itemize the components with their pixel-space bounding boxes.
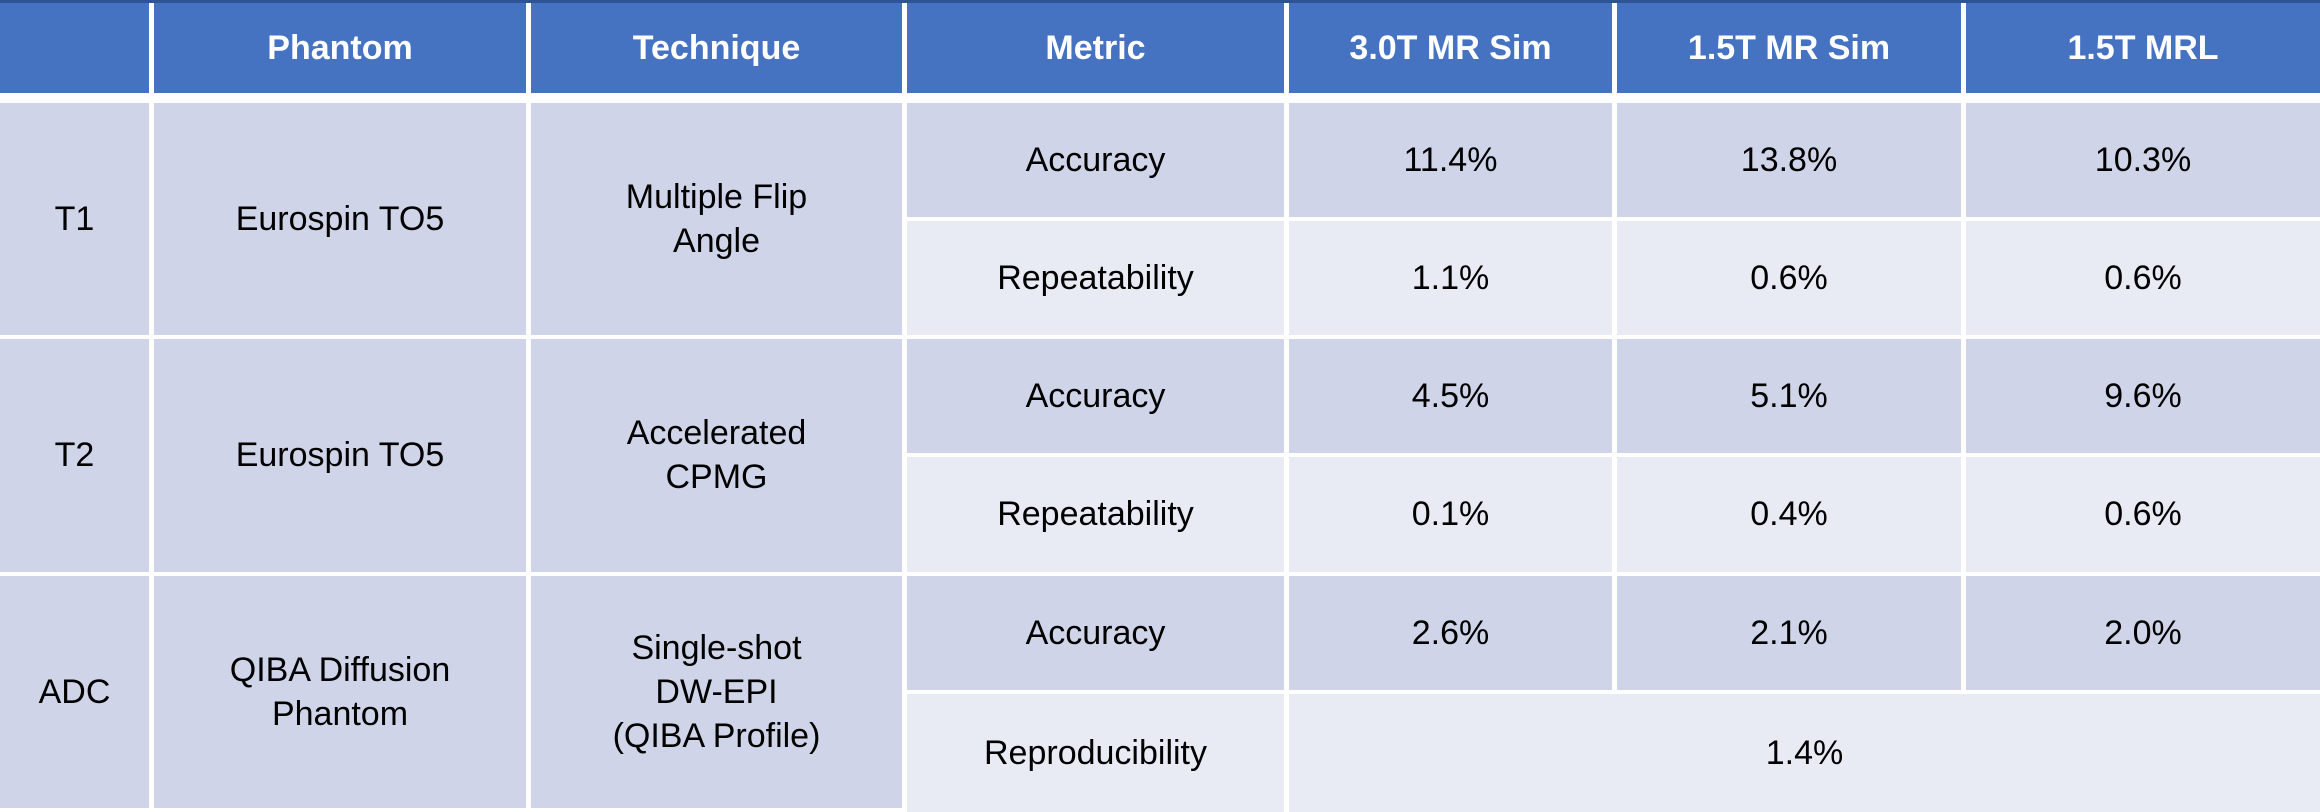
row-group-label-t2: T2: [0, 339, 154, 576]
value-cell: 13.8%: [1617, 103, 1966, 222]
metric-cell: Reproducibility: [907, 693, 1289, 812]
metric-cell: Accuracy: [907, 103, 1289, 222]
value-cell: 0.4%: [1617, 457, 1966, 576]
table-row-t2-accuracy: T2 Eurospin TO5 Accelerated CPMG Accurac…: [0, 339, 2320, 576]
table-row-t2-repeatability: Repeatability 0.1% 0.4% 0.6%: [0, 457, 2320, 576]
value-cell: 0.6%: [1966, 457, 2320, 576]
value-cell: 4.5%: [1289, 339, 1617, 458]
col-header-3t-mr-sim: 3.0T MR Sim: [1289, 3, 1617, 103]
phantom-cell-t1: Eurospin TO5: [154, 103, 531, 340]
technique-cell-t2: Accelerated CPMG: [531, 339, 907, 576]
header-row: Phantom Technique Metric 3.0T MR Sim 1.5…: [0, 3, 2320, 103]
value-cell: 0.6%: [1617, 221, 1966, 340]
value-cell: 2.1%: [1617, 575, 1966, 694]
metric-cell: Repeatability: [907, 221, 1289, 340]
col-header-1-5t-mr-sim: 1.5T MR Sim: [1617, 3, 1966, 103]
phantom-cell-t2: Eurospin TO5: [154, 339, 531, 576]
value-cell: 11.4%: [1289, 103, 1617, 222]
technique-cell-adc: Single-shot DW-EPI (QIBA Profile): [531, 575, 907, 812]
row-group-label-adc: ADC: [0, 575, 154, 812]
value-cell: 9.6%: [1966, 339, 2320, 458]
col-header-empty: [0, 3, 154, 103]
value-cell: 2.0%: [1966, 575, 2320, 694]
col-header-metric: Metric: [907, 3, 1289, 103]
value-cell: 1.1%: [1289, 221, 1617, 340]
table-row-adc-reproducibility: Reproducibility 1.4%: [0, 693, 2320, 812]
value-cell: 2.6%: [1289, 575, 1617, 694]
metric-cell: Repeatability: [907, 457, 1289, 576]
metric-cell: Accuracy: [907, 339, 1289, 458]
col-header-phantom: Phantom: [154, 3, 531, 103]
table-row-adc-accuracy: ADC QIBA Diffusion Phantom Single-shot D…: [0, 575, 2320, 812]
value-cell: 5.1%: [1617, 339, 1966, 458]
technique-cell-t1: Multiple Flip Angle: [531, 103, 907, 340]
value-cell: 0.1%: [1289, 457, 1617, 576]
phantom-cell-adc: QIBA Diffusion Phantom: [154, 575, 531, 812]
value-cell: 10.3%: [1966, 103, 2320, 222]
value-cell-merged: 1.4%: [1289, 693, 2320, 812]
value-cell: 0.6%: [1966, 221, 2320, 340]
table-row-t1-repeatability: Repeatability 1.1% 0.6% 0.6%: [0, 221, 2320, 340]
col-header-1-5t-mrl: 1.5T MRL: [1966, 3, 2320, 103]
row-group-label-t1: T1: [0, 103, 154, 340]
col-header-technique: Technique: [531, 3, 907, 103]
metric-cell: Accuracy: [907, 575, 1289, 694]
table-row-t1-accuracy: T1 Eurospin TO5 Multiple Flip Angle Accu…: [0, 103, 2320, 340]
